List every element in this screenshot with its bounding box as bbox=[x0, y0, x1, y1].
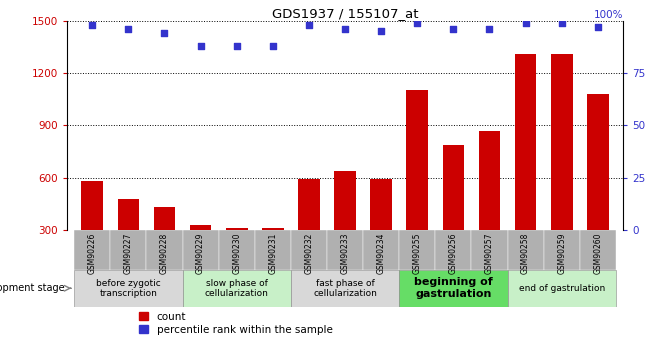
Bar bbox=[147, 230, 182, 270]
Text: end of gastrulation: end of gastrulation bbox=[519, 284, 605, 293]
Bar bbox=[472, 230, 508, 270]
Point bbox=[340, 26, 350, 32]
Bar bbox=[399, 270, 508, 307]
Text: beginning of
gastrulation: beginning of gastrulation bbox=[414, 277, 492, 299]
Bar bbox=[291, 270, 399, 307]
Point bbox=[520, 20, 531, 26]
Point bbox=[195, 43, 206, 49]
Bar bbox=[298, 179, 320, 230]
Bar bbox=[117, 199, 139, 230]
Bar bbox=[508, 270, 616, 307]
Bar bbox=[74, 270, 182, 307]
Point bbox=[231, 43, 242, 49]
Bar bbox=[399, 230, 436, 270]
Bar bbox=[218, 230, 255, 270]
Point bbox=[412, 20, 423, 26]
Text: GSM90257: GSM90257 bbox=[485, 232, 494, 274]
Text: GSM90229: GSM90229 bbox=[196, 232, 205, 274]
Bar bbox=[371, 179, 392, 230]
Bar bbox=[363, 230, 399, 270]
Bar bbox=[478, 130, 500, 230]
Point bbox=[304, 22, 314, 28]
Bar bbox=[74, 230, 111, 270]
Bar bbox=[327, 230, 363, 270]
Point bbox=[267, 43, 278, 49]
Text: GSM90232: GSM90232 bbox=[304, 232, 314, 274]
Text: slow phase of
cellularization: slow phase of cellularization bbox=[205, 278, 269, 298]
Point bbox=[87, 22, 98, 28]
Bar bbox=[407, 90, 428, 230]
Bar bbox=[580, 230, 616, 270]
Point bbox=[556, 20, 567, 26]
Bar bbox=[334, 171, 356, 230]
Bar bbox=[226, 228, 247, 230]
Bar bbox=[255, 230, 291, 270]
Bar bbox=[262, 228, 283, 230]
Bar bbox=[182, 230, 218, 270]
Bar bbox=[443, 145, 464, 230]
Point bbox=[448, 26, 459, 32]
Bar bbox=[111, 230, 147, 270]
Bar bbox=[82, 181, 103, 230]
Text: GSM90227: GSM90227 bbox=[124, 232, 133, 274]
Text: GSM90234: GSM90234 bbox=[377, 232, 386, 274]
Point bbox=[123, 26, 134, 32]
Text: GSM90231: GSM90231 bbox=[268, 232, 277, 274]
Bar bbox=[543, 230, 580, 270]
Bar bbox=[508, 230, 543, 270]
Text: fast phase of
cellularization: fast phase of cellularization bbox=[313, 278, 377, 298]
Title: GDS1937 / 155107_at: GDS1937 / 155107_at bbox=[272, 7, 418, 20]
Text: GSM90233: GSM90233 bbox=[340, 232, 350, 274]
Bar bbox=[551, 54, 573, 230]
Bar bbox=[153, 207, 176, 230]
Text: GSM90228: GSM90228 bbox=[160, 232, 169, 274]
Point bbox=[159, 30, 170, 36]
Legend: count, percentile rank within the sample: count, percentile rank within the sample bbox=[139, 312, 332, 335]
Bar bbox=[182, 270, 291, 307]
Text: GSM90259: GSM90259 bbox=[557, 232, 566, 274]
Bar bbox=[515, 54, 537, 230]
Text: development stage: development stage bbox=[0, 283, 68, 293]
Text: GSM90255: GSM90255 bbox=[413, 232, 422, 274]
Bar bbox=[436, 230, 472, 270]
Point bbox=[376, 28, 387, 34]
Text: GSM90258: GSM90258 bbox=[521, 232, 530, 274]
Text: GSM90226: GSM90226 bbox=[88, 232, 96, 274]
Text: GSM90256: GSM90256 bbox=[449, 232, 458, 274]
Point bbox=[484, 26, 495, 32]
Point bbox=[592, 24, 603, 30]
Text: GSM90230: GSM90230 bbox=[232, 232, 241, 274]
Text: 100%: 100% bbox=[594, 10, 623, 20]
Bar bbox=[190, 225, 212, 230]
Text: before zygotic
transcription: before zygotic transcription bbox=[96, 278, 161, 298]
Bar bbox=[587, 94, 608, 230]
Text: GSM90260: GSM90260 bbox=[594, 232, 602, 274]
Bar bbox=[291, 230, 327, 270]
